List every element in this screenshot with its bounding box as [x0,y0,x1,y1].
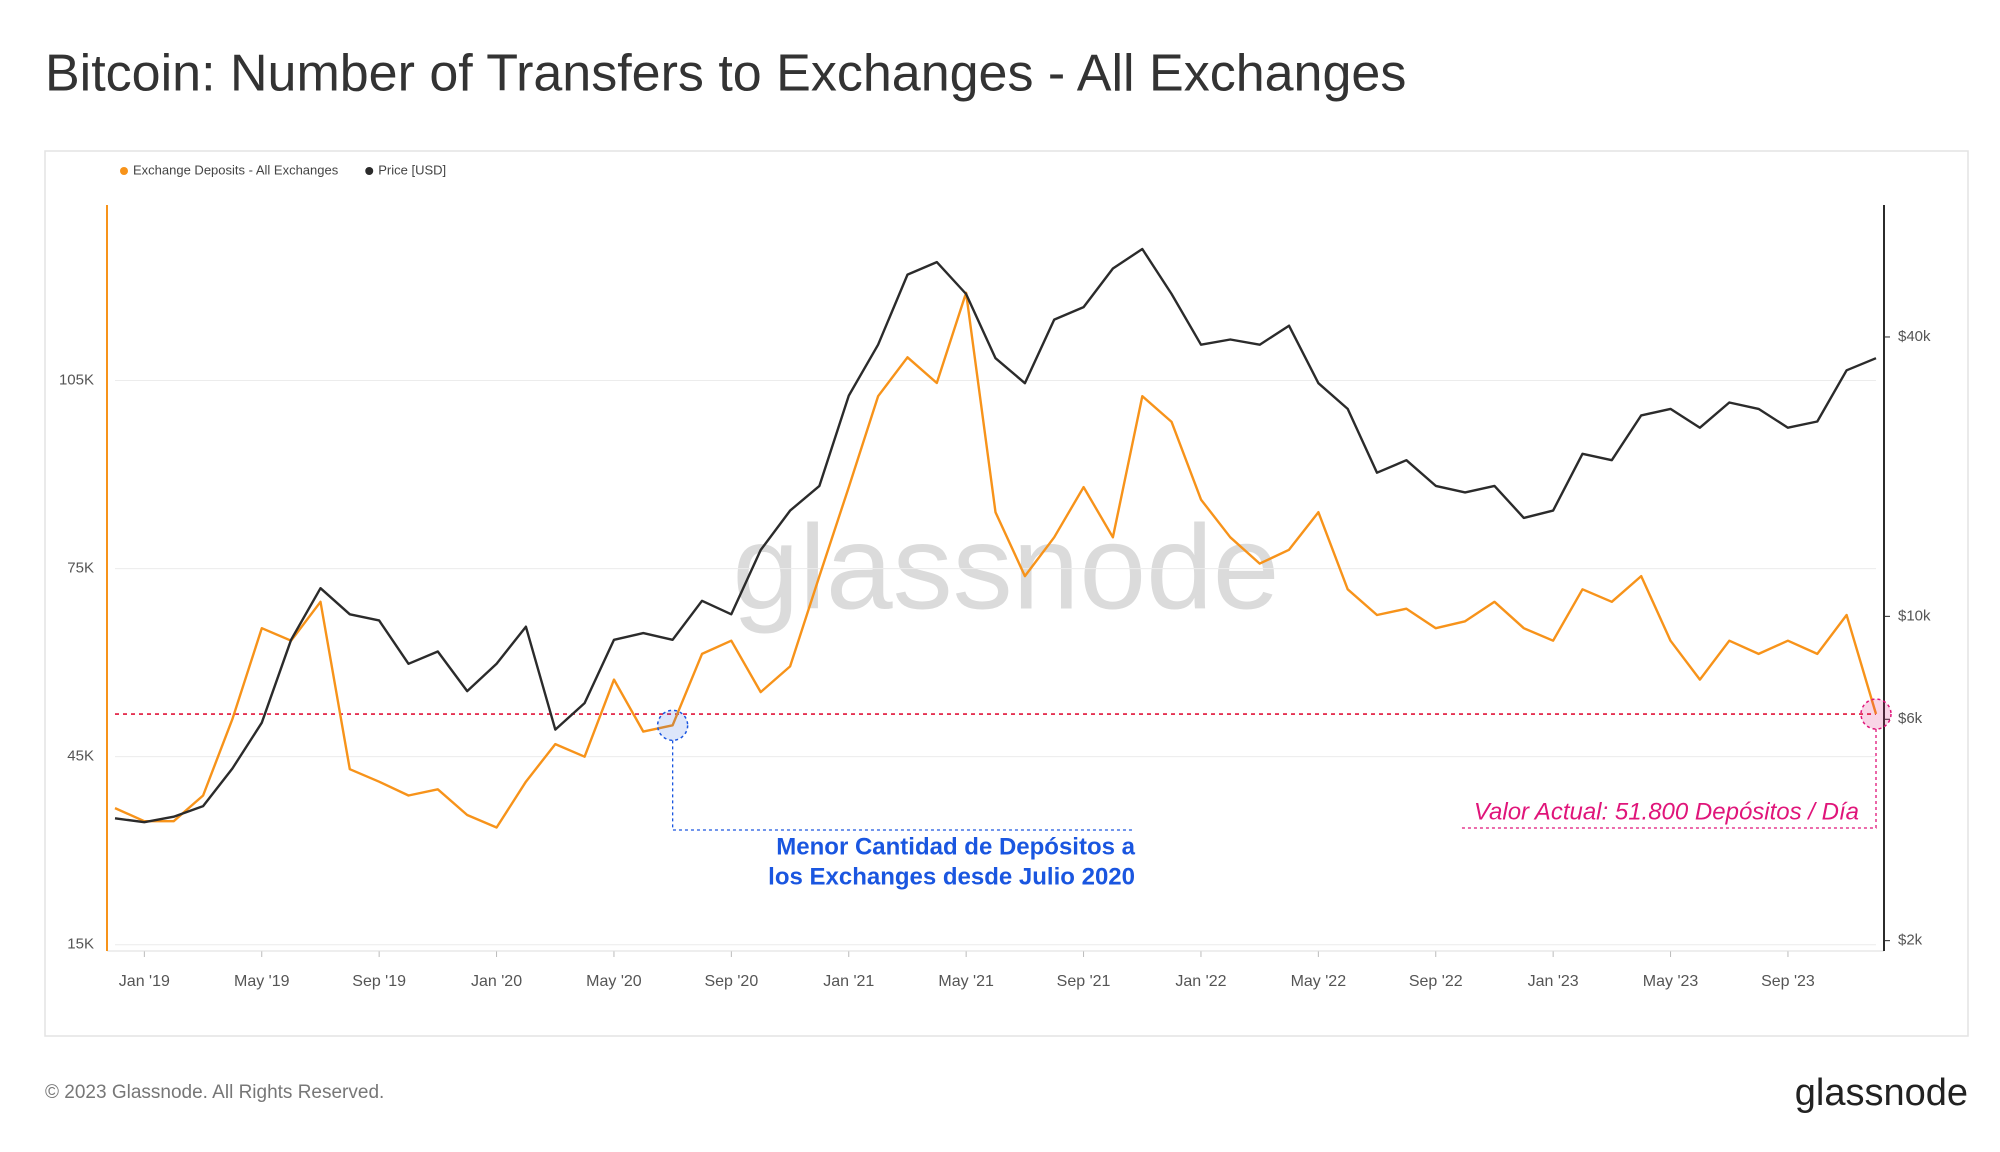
y-tick-label: 15K [67,936,94,953]
y2-tick-label: $40k [1898,328,1931,345]
chart-frame [44,150,1969,1037]
legend-swatch [365,167,374,175]
logo: glassnode [1795,1072,1968,1114]
x-tick-label: Sep '21 [1057,973,1111,990]
x-tick-label: May '21 [938,973,994,990]
y-tick-label: 75K [67,560,94,577]
annotation-text: los Exchanges desde Julio 2020 [768,863,1135,890]
y-tick-label: 105K [59,371,94,388]
x-tick-label: Jan '19 [119,973,170,990]
x-tick-label: Sep '19 [352,973,406,990]
legend-label: Exchange Deposits - All Exchanges [133,162,339,177]
y2-tick-label: $10k [1898,607,1931,624]
x-tick-label: Jan '23 [1528,973,1579,990]
x-tick-label: Jan '22 [1175,973,1226,990]
annotation-marker [1860,698,1892,730]
y-tick-label: 45K [67,748,94,765]
x-tick-label: Sep '20 [704,973,758,990]
legend-label: Price [USD] [378,162,446,177]
x-tick-label: Sep '23 [1761,973,1815,990]
x-tick-label: Sep '22 [1409,973,1463,990]
x-tick-label: May '22 [1291,973,1347,990]
y2-tick-label: $2k [1898,932,1923,949]
x-tick-label: May '23 [1643,973,1699,990]
watermark: glassnode [732,501,1279,635]
annotation-text: Menor Cantidad de Depósitos a [776,833,1135,860]
x-tick-label: Jan '21 [823,973,874,990]
x-tick-label: May '19 [234,973,290,990]
annotation-text: Valor Actual: 51.800 Depósitos / Día [1474,798,1859,825]
annotation-marker [656,709,689,742]
annotation-leader [1461,729,1877,829]
series-line [114,247,1877,824]
footer: © 2023 Glassnode. All Rights Reserved. [45,1082,384,1103]
annotation-leader [672,740,1133,831]
series-line [114,291,1878,829]
y2-tick-label: $6k [1898,710,1923,727]
x-tick-label: Jan '20 [471,973,522,990]
chart-title: Bitcoin: Number of Transfers to Exchange… [45,45,1406,103]
x-tick-label: May '20 [586,973,642,990]
legend-swatch [120,167,128,175]
